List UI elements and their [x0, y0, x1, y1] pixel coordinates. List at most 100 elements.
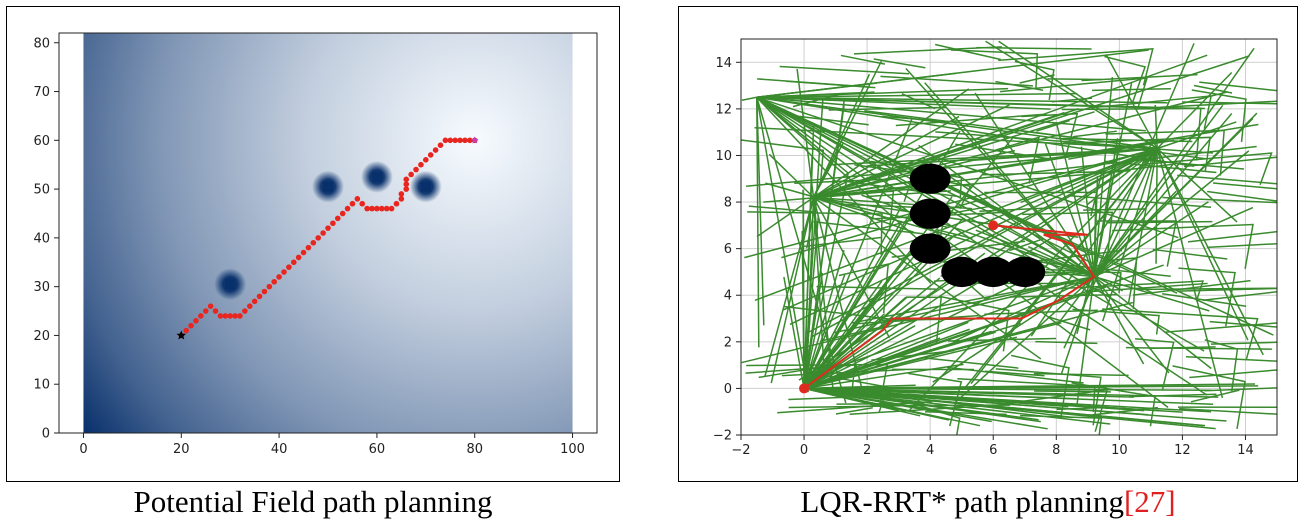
- tree-edge: [768, 153, 815, 198]
- path-point: [217, 313, 224, 319]
- path-point: [339, 210, 346, 217]
- path-point: [315, 235, 322, 241]
- tree-edge: [1101, 257, 1138, 310]
- tree-edge: [1019, 74, 1055, 84]
- tree-edge: [756, 96, 1205, 352]
- path-point: [183, 327, 189, 334]
- plot-frame: [740, 38, 1278, 436]
- tree-edge: [1020, 414, 1103, 435]
- tree-edge: [1178, 287, 1277, 292]
- obstacle-core: [420, 181, 431, 192]
- tree-edge: [873, 58, 926, 69]
- path-point: [462, 137, 468, 144]
- tree-edge: [995, 368, 1102, 426]
- path-point: [276, 274, 282, 280]
- path-point: [193, 318, 199, 324]
- path-point: [281, 269, 287, 275]
- tree-edge: [756, 97, 760, 348]
- tree-edge: [1190, 389, 1240, 403]
- tree-edge: [803, 100, 824, 389]
- y-tick-label: 20: [33, 329, 50, 344]
- tree-edge: [747, 211, 883, 255]
- path-point: [271, 278, 278, 285]
- y-tick-label: 50: [33, 183, 50, 198]
- path-point: [261, 288, 268, 295]
- path-point: [242, 308, 248, 314]
- start-marker: [176, 330, 187, 340]
- tree-edge: [1009, 293, 1118, 298]
- tree-edge: [1187, 230, 1277, 243]
- y-tick-label: 60: [33, 134, 50, 149]
- citation-link[interactable]: [27]: [1123, 484, 1176, 519]
- tree-edge: [923, 357, 1019, 369]
- tree-edge: [804, 387, 1048, 406]
- tree-edge: [1063, 148, 1158, 349]
- path-point: [222, 313, 229, 319]
- tree-edge: [901, 92, 936, 110]
- path-point: [467, 137, 473, 144]
- tree-edge: [935, 228, 973, 240]
- tree-edge: [1146, 147, 1214, 154]
- tree-edge: [756, 49, 1149, 98]
- x-tick-label: 2: [863, 443, 871, 458]
- tree-edge: [871, 349, 955, 361]
- tree-edge: [794, 178, 897, 184]
- tree-edge: [1207, 190, 1277, 202]
- tree-edge: [1083, 208, 1145, 211]
- path-point: [383, 205, 390, 212]
- tree-edge: [785, 80, 876, 89]
- tree-edge: [1091, 95, 1213, 129]
- tree-edge: [789, 147, 1158, 326]
- tree-edge: [1209, 320, 1277, 328]
- path-point: [403, 186, 410, 192]
- tree-edge: [998, 48, 1154, 86]
- path-point: [251, 298, 258, 305]
- tree-edge: [984, 309, 1098, 316]
- path-point: [344, 205, 351, 212]
- x-tick-label: 0: [800, 443, 808, 458]
- tree-edge: [1206, 242, 1277, 249]
- tree-edge: [1047, 316, 1091, 331]
- tree-edge: [1014, 60, 1055, 101]
- path-point: [457, 137, 463, 144]
- tree-edge: [756, 196, 814, 238]
- tree-edge: [1179, 407, 1277, 415]
- x-tick-label: 12: [1174, 443, 1191, 458]
- tree-edge: [756, 96, 1154, 294]
- path-point: [364, 205, 370, 212]
- path-point: [403, 176, 410, 183]
- tree-edge: [995, 136, 1040, 184]
- path-point: [437, 142, 444, 148]
- tree-edge: [770, 197, 815, 384]
- tree-edge: [1178, 406, 1277, 409]
- tree-edge: [803, 363, 964, 390]
- potential-field-panel: 0 20 40 60 80 100 0 10 20 30 40 50 60 70 80: [6, 6, 620, 482]
- path-point: [198, 313, 204, 319]
- goal-point: [988, 220, 999, 231]
- tree-edge: [816, 285, 936, 290]
- path-point: [442, 137, 449, 144]
- y-tick-label: 10: [715, 149, 732, 164]
- tree-edge: [756, 87, 1009, 98]
- obstacle-circle: [909, 163, 951, 194]
- tree-edge: [812, 197, 834, 388]
- path-point: [330, 220, 336, 227]
- tree-edge: [801, 230, 805, 389]
- path-point: [369, 205, 375, 212]
- tree-edge: [1193, 84, 1233, 94]
- tree-edge: [1021, 112, 1079, 157]
- tree-edge: [934, 43, 1001, 61]
- start-point: [799, 383, 810, 394]
- lqr-rrt-panel: −2 0 2 4 6 8 10 12 14 −2 0 2 4 6 8 10 12 14: [678, 6, 1298, 482]
- tree-edge: [950, 49, 1039, 88]
- tree-edge: [792, 92, 843, 108]
- tree-edge: [788, 114, 869, 126]
- y-tick-label: 12: [715, 102, 732, 117]
- x-tick-label: 8: [1052, 443, 1060, 458]
- tree-edge: [871, 160, 963, 199]
- path-point: [266, 283, 273, 290]
- tree-edge: [813, 196, 1042, 360]
- path-point: [334, 215, 341, 222]
- tree-edge: [1199, 81, 1277, 92]
- tree-edge: [849, 403, 1004, 416]
